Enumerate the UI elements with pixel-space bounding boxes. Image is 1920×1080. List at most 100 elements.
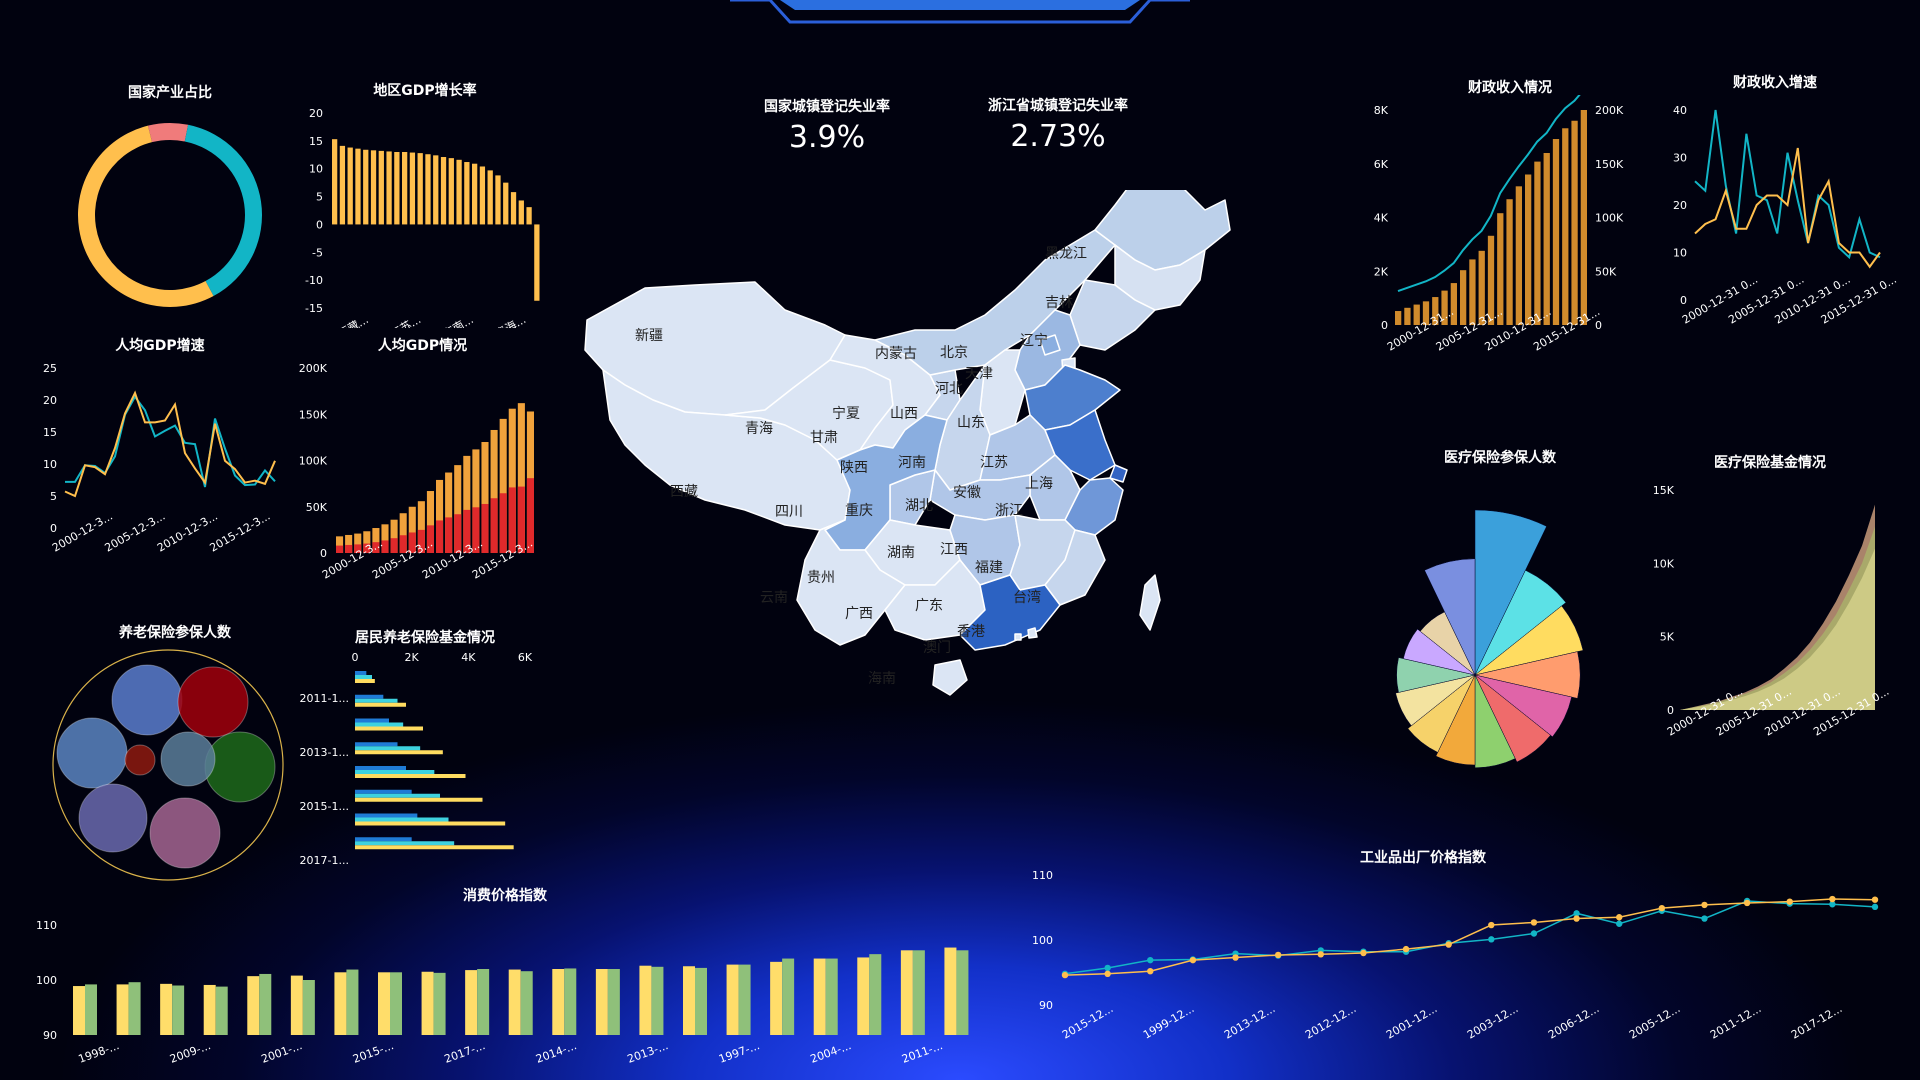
pension-fund-panel: 居民养老保险基金情况 0 2K 4K 6K 2011-1... 2013-1... 2015… [295,625,555,885]
bar [302,980,315,1035]
y-tick-label: 15 [43,426,57,439]
bar [1441,290,1448,325]
map-label: 四川 [775,504,803,520]
bar [355,797,483,802]
fiscal-income-bar-chart: 02K4K6K8K050K100K150K200K2000-12-31...20… [1374,95,1624,354]
bar [912,950,925,1035]
rose-slice [1435,674,1476,766]
x-tick-label: 2004-... [809,1039,853,1066]
map-region-hainan[interactable] [932,659,968,696]
bar [370,150,377,225]
bar [355,837,412,842]
y-tick-label: 15K [1653,484,1675,497]
data-point [1530,930,1538,937]
y-tick-label: 90 [1039,999,1053,1012]
bar [508,487,516,553]
rose-slice [1407,674,1476,753]
pc-gdp-bar-chart: 050K100K150K200K2000-12-3...2005-12-3...… [299,362,535,582]
cpi-panel: 消费价格指数 90 100 110 1998-... 2009-... 2001-... 2… [20,885,990,1075]
pension-people-bubble-chart [52,649,284,881]
x-tick-label: 0 [352,651,359,664]
x-tick-label: 2001-12... [1384,1002,1439,1041]
gdp-growth-bar-chart: 20 15 10 5 0 -5 -10 -15 西藏... 江苏... 海南... 青海... [305,107,540,328]
map-region-taiwan[interactable] [1139,574,1161,631]
map-region-hubei[interactable] [929,469,1031,521]
y2-tick-label: 200K [1595,104,1624,117]
bar [436,479,444,553]
med-people-panel: 医疗保险参保人数 [1370,445,1630,785]
map-label: 河北 [935,381,963,397]
map-region-shanghai[interactable] [1109,464,1128,483]
pension-people-panel: 养老保险参保人数 [50,620,300,890]
chart-title: 人均GDP增速 [115,338,205,354]
bar [355,718,389,723]
data-point [1871,896,1879,903]
bar [900,950,913,1035]
series-line [1064,900,1876,975]
bar [347,147,353,225]
y2-tick-label: 50K [1595,265,1617,278]
y2-tick-label: 150K [1595,158,1624,171]
bar [956,950,969,1035]
map-region-hongkong[interactable] [1027,627,1038,639]
bar [1552,139,1560,325]
kpi-value: 2.73% [1010,119,1106,154]
y-tick-label: 110 [1032,869,1053,882]
data-point [1616,914,1623,921]
x-tick-label: 江苏... [389,313,424,328]
x-tick-label: 2000-12-31 0... [1680,273,1760,327]
bar [355,675,372,679]
bar [355,671,367,675]
map-region-neimenggu[interactable] [874,229,1116,376]
bar [440,157,447,225]
y-tick-label: 0 [50,522,57,535]
bar [857,957,870,1035]
rose-slice [1474,674,1572,738]
data-point [1701,901,1708,909]
bar [1413,304,1420,325]
bar [534,224,540,301]
y-tick-label: 6K [1374,158,1389,171]
y-tick-label: -10 [305,274,323,287]
bar [355,679,375,683]
bar [782,958,795,1035]
map-label: 内蒙古 [875,346,917,362]
bar [381,540,389,553]
map-region-macau[interactable] [1014,633,1022,641]
data-point [1104,964,1111,972]
bar [495,175,501,225]
bar [172,985,185,1035]
bar [508,969,521,1035]
bar [695,967,707,1035]
x-tick-label: 1999-12... [1141,1002,1196,1041]
fiscal-income-panel: 财政收入情况 0 2K 4K 6K 8K 0 50K 100K 150K 200K 2000-12-… [1370,75,1650,385]
y-tick-label: 5 [316,191,323,204]
pc-gdp-speed-line-chart: 05101520252000-12-3...2005-12-3...2010-1… [43,362,276,555]
map-label: 吉林 [1045,295,1073,311]
bar [595,969,608,1035]
bar [363,531,371,553]
bar [1469,259,1476,325]
bar [290,975,303,1035]
x-tick-label: 2013-12... [1222,1002,1277,1041]
map-label: 贵州 [807,570,835,586]
map-region-beijing[interactable] [1039,334,1061,356]
bar [463,509,471,553]
y-tick-label: 10K [1653,557,1675,570]
bar [381,524,389,553]
x-tick-label: 1998-... [77,1039,121,1066]
chart-title: 医疗保险参保人数 [1444,450,1556,466]
bar [399,535,407,553]
y-tick-label: 100K [299,455,328,468]
bar [363,149,369,225]
gdp-growth-panel: 地区GDP增长率 20 15 10 5 0 -5 -10 -15 西藏... 江苏... 海南...… [295,78,555,328]
x-tick-label: 2011-... [900,1039,944,1066]
bar [472,507,480,553]
bar [1395,311,1402,325]
bar [336,545,344,553]
bar [517,403,525,553]
bar [417,153,423,225]
chart-title: 养老保险参保人数 [119,625,231,641]
bar [433,972,446,1035]
